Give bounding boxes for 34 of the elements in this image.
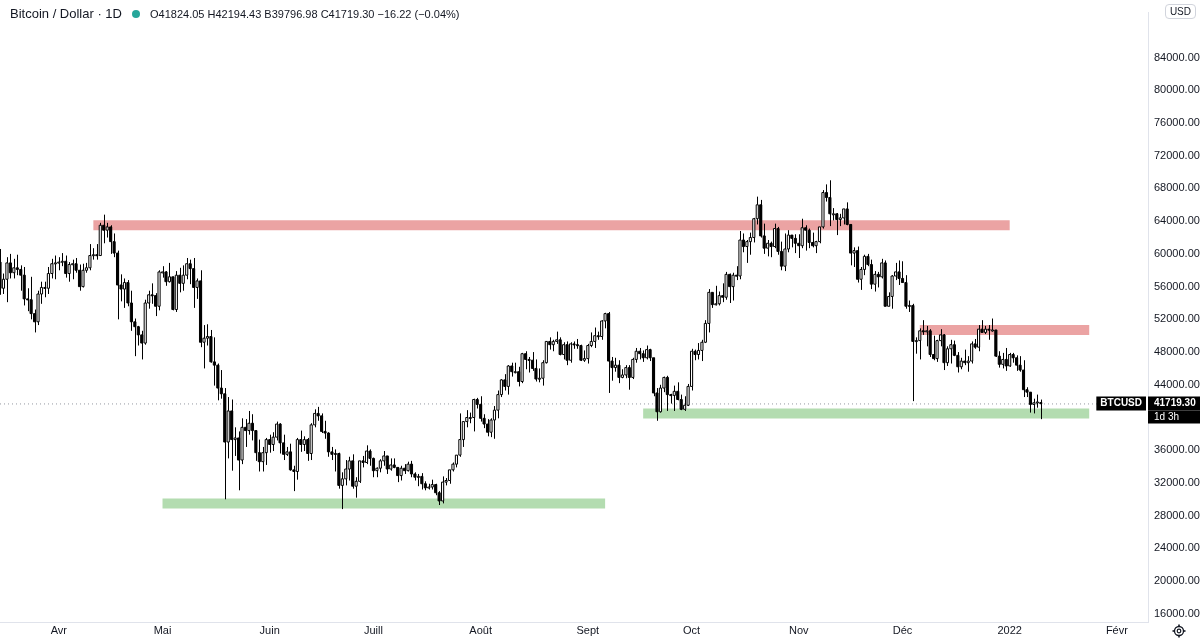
y-tick-label: 72000.00 (1154, 148, 1200, 161)
ref-line-label: BTCUSD (1100, 397, 1143, 409)
x-tick-label: Mai (153, 623, 172, 636)
x-tick-label: Juin (259, 623, 280, 636)
y-tick-label: 20000.00 (1154, 574, 1200, 587)
x-tick-label: Sept (576, 623, 600, 636)
x-tick-label: Juill (363, 623, 383, 636)
x-tick-label: Nov (788, 623, 810, 636)
chart-subtitle: O41824.05 H42194.43 B39796.98 C41719.30 −16.22 (−0.04%) (149, 7, 460, 20)
y-tick-label: 76000.00 (1154, 116, 1200, 129)
y-tick-label: 28000.00 (1154, 508, 1200, 521)
y-tick-label: 56000.00 (1154, 279, 1200, 292)
x-tick-label: Août (469, 623, 492, 636)
y-tick-label: 80000.00 (1154, 83, 1200, 96)
x-tick-label: Févr (1105, 623, 1129, 636)
x-tick-label: Avr (50, 623, 68, 636)
x-tick-label: Déc (892, 623, 913, 636)
x-tick-label: 2022 (997, 623, 1022, 636)
y-tick-label: 64000.00 (1154, 214, 1200, 227)
y-tick-label: 44000.00 (1154, 377, 1200, 390)
y-tick-label: 32000.00 (1154, 475, 1200, 488)
chart-title: Bitcoin / Dollar · 1D (10, 6, 122, 21)
y-tick-label: 68000.00 (1154, 181, 1200, 194)
y-tick-label: 84000.00 (1154, 50, 1200, 63)
y-tick-label: 16000.00 (1154, 606, 1200, 619)
y-tick-label: 52000.00 (1154, 312, 1200, 325)
text: 1d 3h (1154, 410, 1180, 422)
text: USD (1164, 4, 1196, 19)
y-tick-label: 24000.00 (1154, 541, 1200, 554)
y-tick-label: 48000.00 (1154, 345, 1200, 358)
text: 41719.30 (1154, 397, 1197, 409)
y-tick-label: 60000.00 (1154, 246, 1200, 259)
y-tick-label: 36000.00 (1154, 443, 1200, 456)
x-tick-label: Oct (683, 623, 701, 636)
